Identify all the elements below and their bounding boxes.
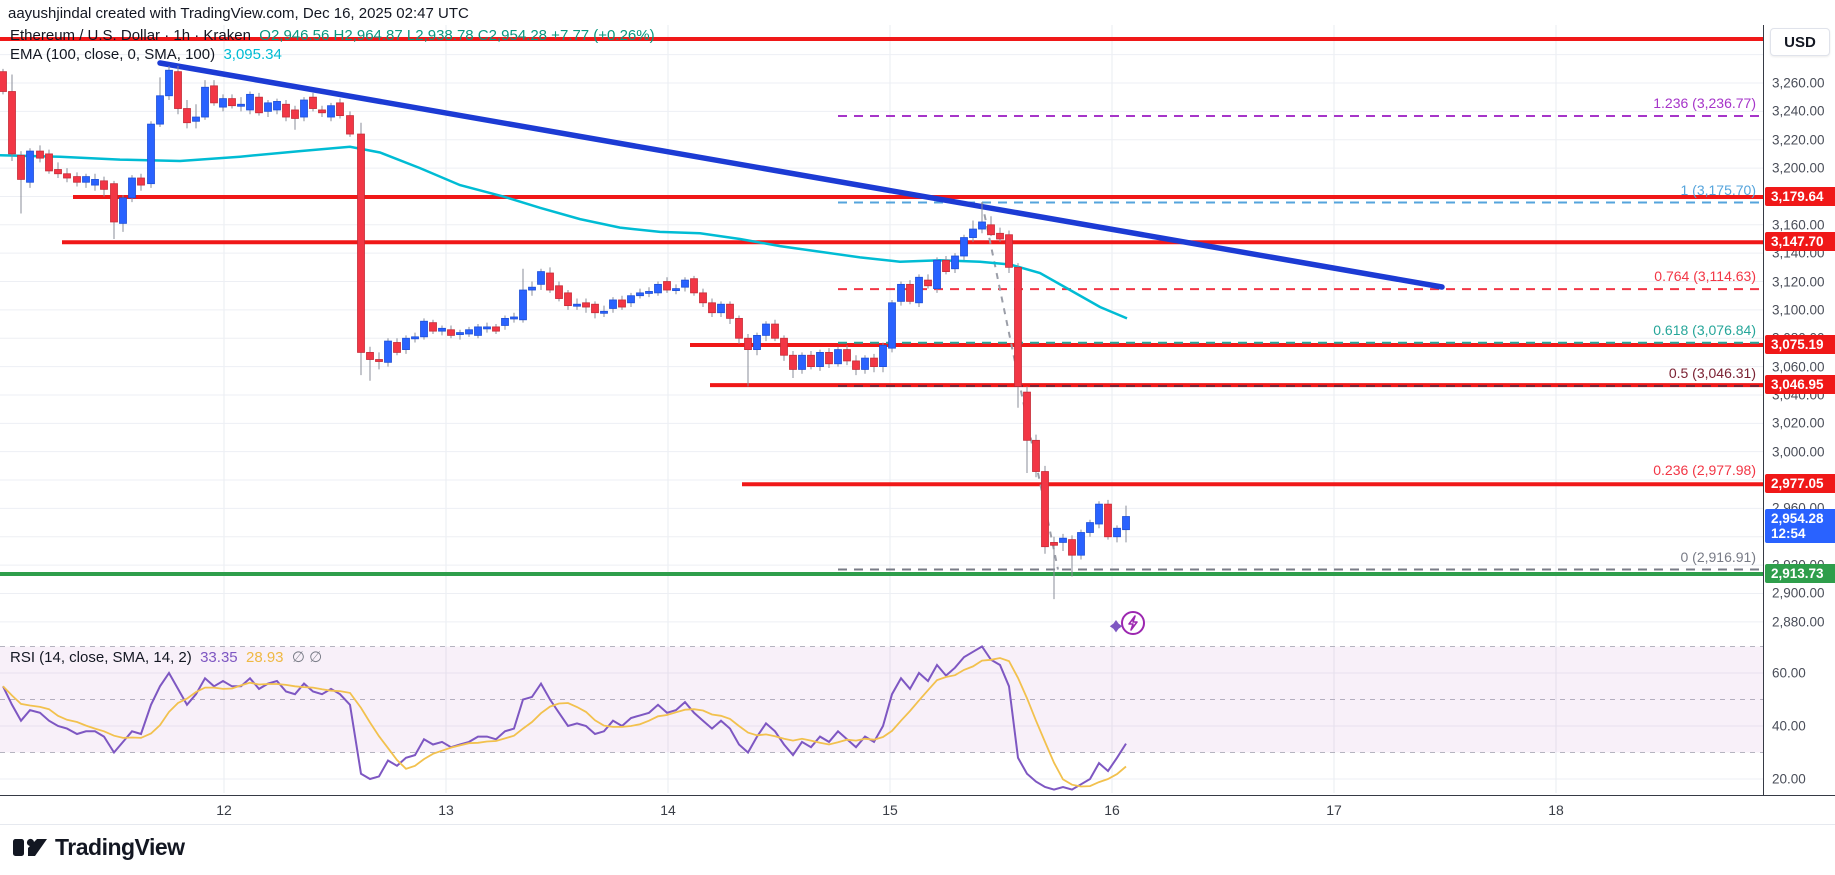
price-axis-border[interactable] [1763, 25, 1764, 795]
rsi-tick: 60.00 [1772, 665, 1806, 681]
trendline [157, 60, 1445, 290]
ema-legend[interactable]: EMA (100, close, 0, SMA, 100) 3,095.34 [10, 46, 282, 63]
chart-credit: aayushjindal created with TradingView.co… [8, 5, 469, 22]
price-tick: 3,060.00 [1772, 359, 1825, 375]
time-axis-label[interactable]: 13 [438, 802, 454, 818]
bar-countdown: 12:54 [1771, 525, 1806, 541]
ohlc-values: O2,946.56 H2,964.87 L2,938.78 C2,954.28 … [259, 27, 655, 44]
fib-lines [838, 114, 1763, 571]
price-level-flag: 2,913.73 [1765, 564, 1835, 583]
price-tick: 3,000.00 [1772, 444, 1825, 460]
ema-label[interactable]: EMA (100, close, 0, SMA, 100) [10, 46, 216, 63]
gridlines [0, 25, 1763, 793]
rsi-line [2, 645, 1127, 791]
current-price-value: 2,954.28 [1771, 510, 1824, 526]
rsi-legend[interactable]: RSI (14, close, SMA, 14, 2) 33.35 28.93 … [10, 648, 322, 666]
rsi-tick: 20.00 [1772, 771, 1806, 787]
price-level-flag: 3,075.19 [1765, 335, 1835, 355]
candles [0, 65, 1130, 600]
rsi-tick: 40.00 [1772, 718, 1806, 734]
price-tick: 3,240.00 [1772, 103, 1825, 119]
time-axis-label[interactable]: 14 [660, 802, 676, 818]
rsi-sma-line [2, 657, 1127, 788]
ema-value: 3,095.34 [223, 46, 282, 63]
fib-level-label: 0.764 (3,114.63) [1654, 268, 1756, 285]
price-tick: 3,160.00 [1772, 217, 1825, 233]
level-lines [0, 37, 1763, 577]
price-level-flag: 3,179.64 [1765, 186, 1835, 206]
price-level-flag: 3,046.95 [1765, 375, 1835, 395]
price-tick: 3,260.00 [1772, 75, 1825, 91]
rsi-band [0, 646, 1763, 753]
price-level-flag: 2,977.05 [1765, 474, 1835, 494]
symbol-title[interactable]: Ethereum / U.S. Dollar · 1h · Kraken [10, 27, 251, 44]
ema-line [0, 145, 1128, 320]
current-price-flag: 2,954.28 12:54 [1765, 508, 1835, 543]
symbol-legend[interactable]: Ethereum / U.S. Dollar · 1h · Kraken O2,… [10, 27, 655, 44]
time-axis-label[interactable]: 12 [216, 802, 232, 818]
time-axis-label[interactable]: 17 [1326, 802, 1342, 818]
rsi-value: 33.35 [200, 649, 238, 666]
time-axis-label[interactable]: 18 [1548, 802, 1564, 818]
price-tick: 3,120.00 [1772, 274, 1825, 290]
price-level-flag: 3,147.70 [1765, 232, 1835, 252]
price-tick: 3,200.00 [1772, 160, 1825, 176]
price-tick: 2,880.00 [1772, 614, 1825, 630]
fib-level-label: 0.5 (3,046.31) [1668, 365, 1756, 381]
fib-level-label: 0.618 (3,076.84) [1653, 321, 1756, 338]
footer-divider [0, 824, 1835, 825]
rsi-null-values: ∅ ∅ [291, 649, 323, 666]
tradingview-logo[interactable]: TradingView [13, 834, 185, 861]
time-axis-label[interactable]: 15 [882, 802, 898, 818]
rsi-sma-value: 28.93 [245, 649, 284, 666]
fib-level-label: 1.236 (3,236.77) [1653, 94, 1756, 111]
fib-level-label: 1 (3,175.70) [1680, 181, 1757, 198]
currency-toggle-button[interactable]: USD [1770, 28, 1830, 56]
price-tick: 3,100.00 [1772, 302, 1825, 318]
rsi-label[interactable]: RSI (14, close, SMA, 14, 2) [10, 649, 192, 666]
tradingview-logo-mark [13, 838, 47, 856]
price-tick: 3,020.00 [1772, 415, 1825, 431]
time-axis-label[interactable]: 16 [1104, 802, 1120, 818]
time-axis-border [0, 795, 1835, 796]
fib-level-label: 0 (2,916.91) [1680, 548, 1757, 565]
price-tick: 2,900.00 [1772, 585, 1825, 601]
fib-level-label: 0.236 (2,977.98) [1653, 461, 1756, 478]
price-tick: 3,220.00 [1772, 132, 1825, 148]
alert-lightning-icon[interactable] [1109, 611, 1145, 635]
tradingview-logo-text: TradingView [55, 834, 185, 860]
